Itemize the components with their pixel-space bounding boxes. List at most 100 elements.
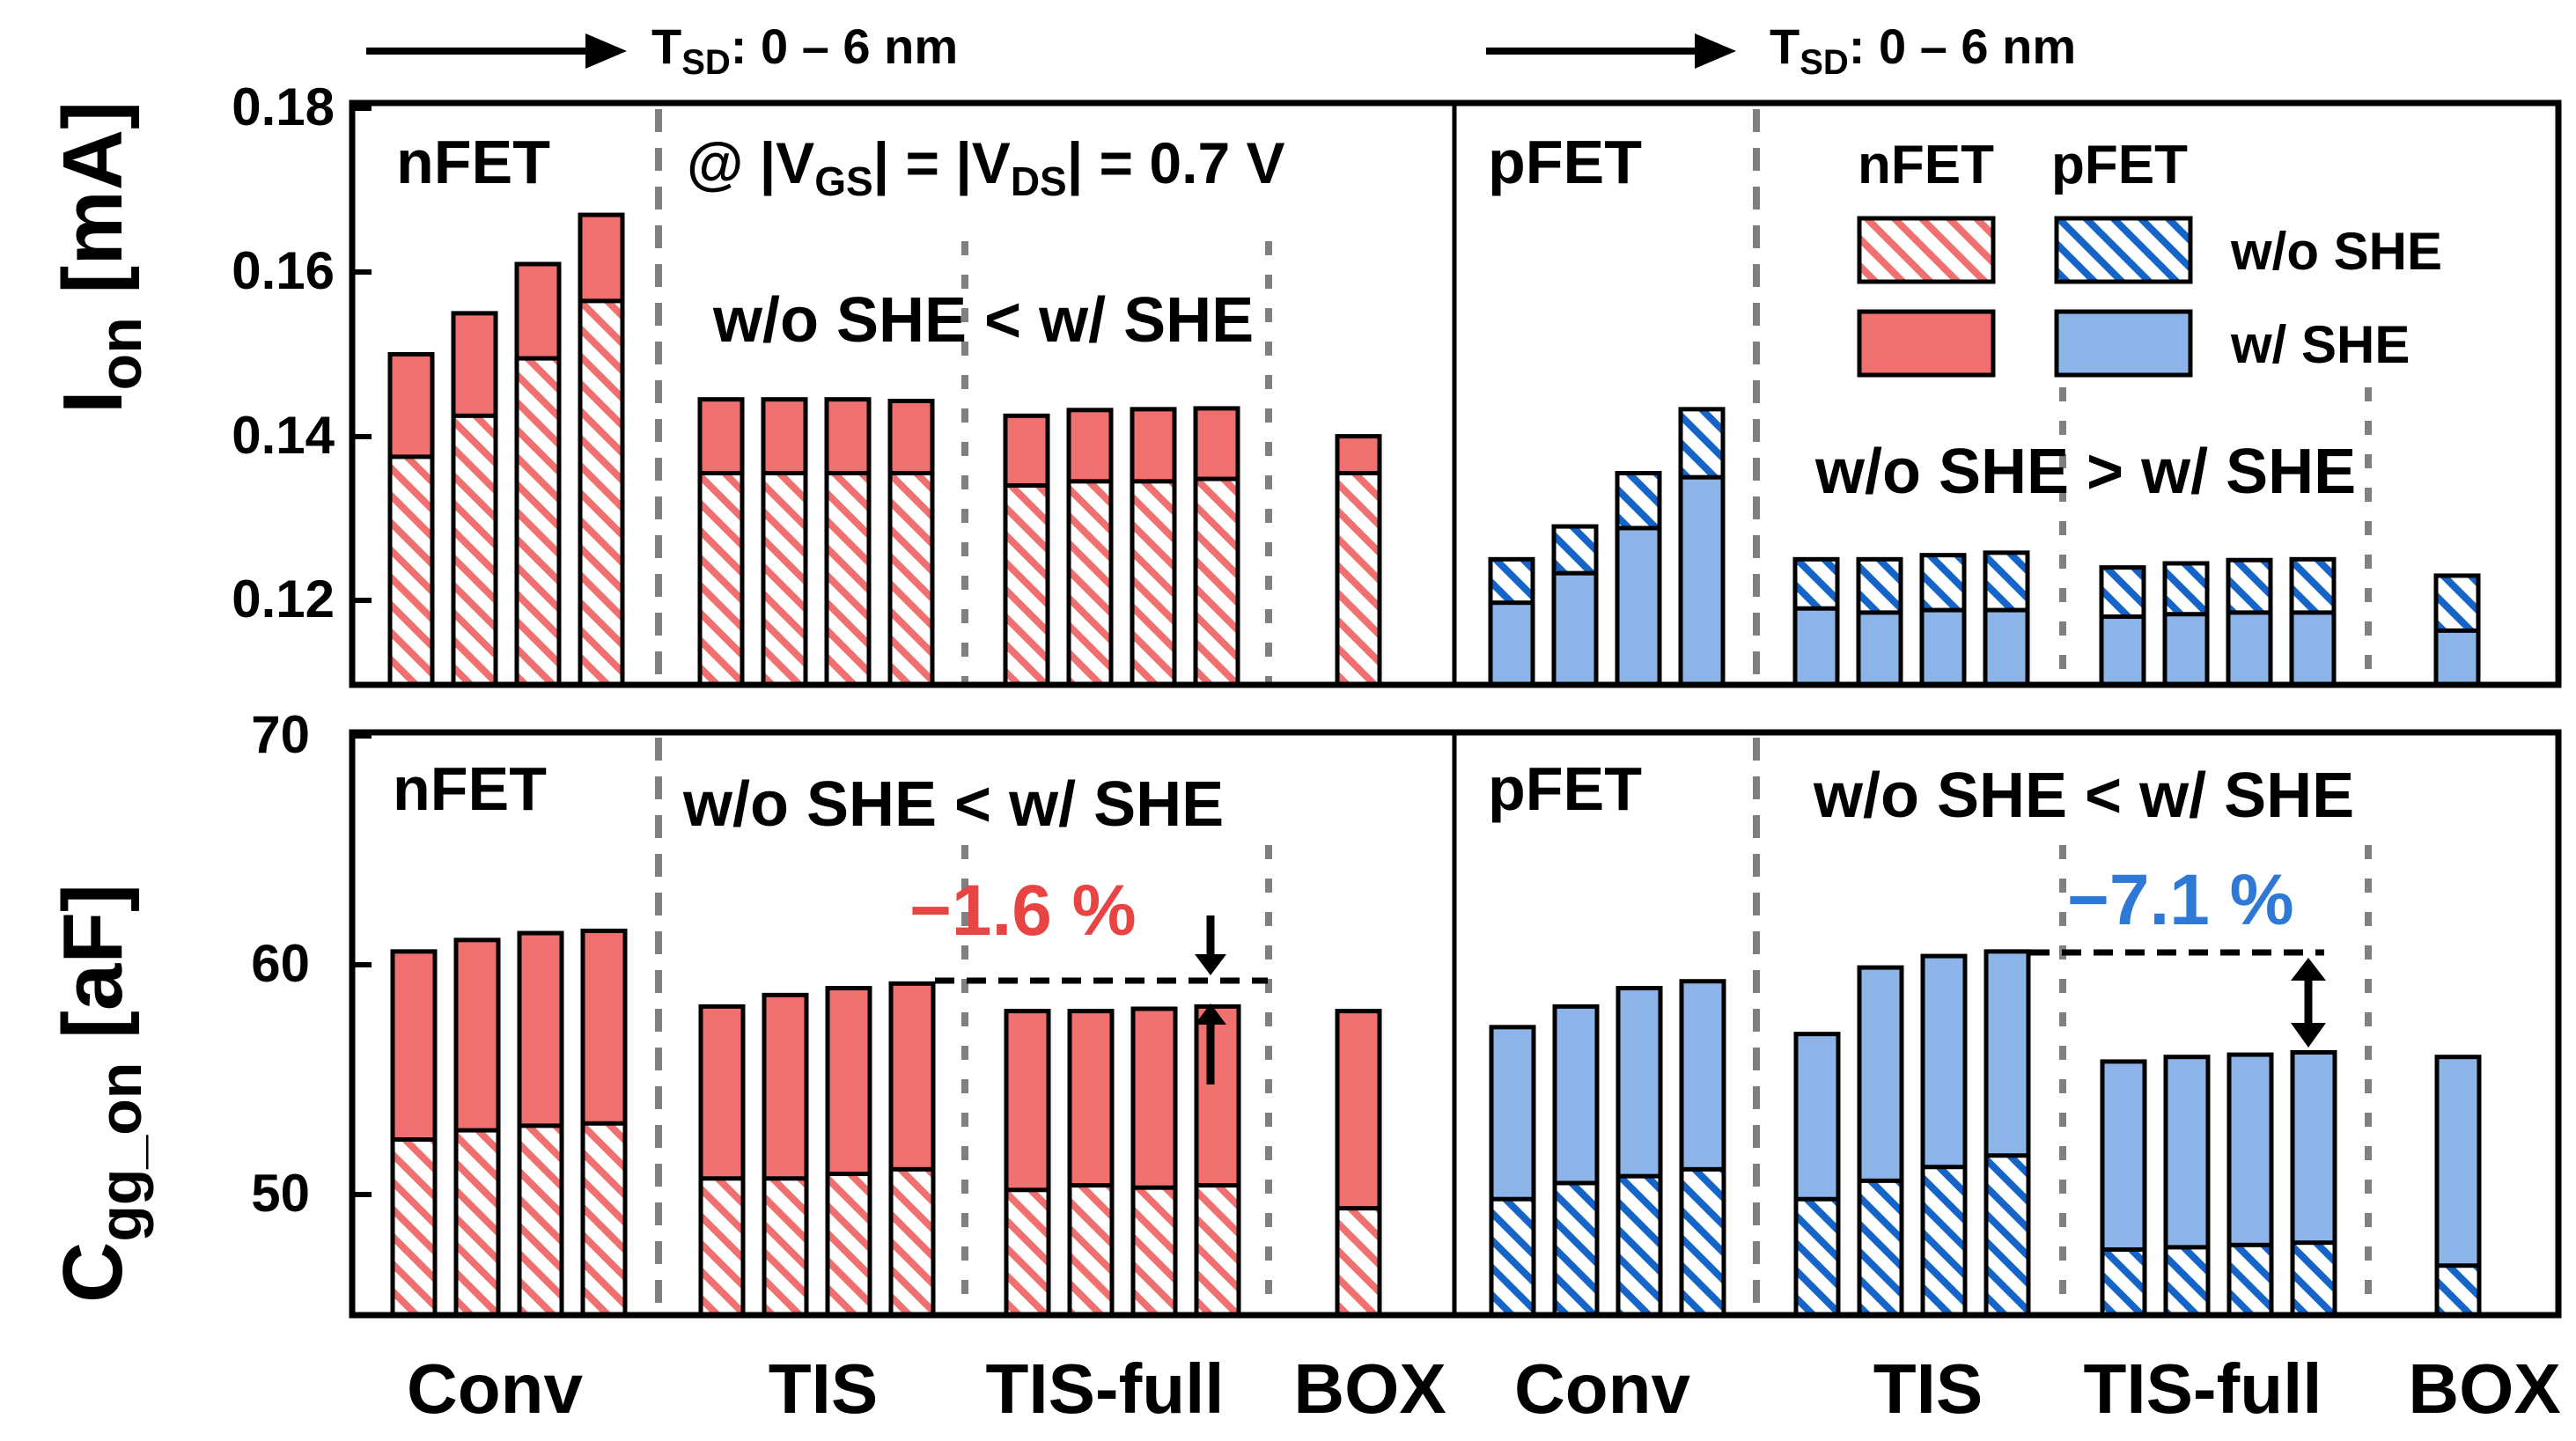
legend-nfet-header: nFET — [1858, 135, 1994, 195]
legend-pfet-header: pFET — [2051, 135, 2188, 195]
annotation-nfet-delta: −1.6 % — [909, 871, 1268, 1084]
legend-swatch-pfet-w — [2054, 309, 2193, 378]
xlabel-box-p: BOX — [2408, 1349, 2560, 1428]
cgg_pfet-bar-tis-full-4-inner — [2290, 1240, 2337, 1318]
tsd-label-right: TSD: 0 – 6 nm — [1770, 18, 2076, 82]
cgg_nfet-bar-conv-1-inner — [390, 1136, 438, 1318]
cmp-top-nfet: w/o SHE < w/ SHE — [712, 285, 1254, 356]
ion_pfet-bar-conv-1-inner — [1488, 600, 1535, 687]
cgg_nfet-bar-tis-full-1-inner — [1004, 1187, 1051, 1318]
legend-swatch-nfet-w — [1857, 309, 1996, 378]
ion_pfet-bar-tis-2-inner — [1856, 610, 1903, 687]
xlabel-tisfull-p: TIS-full — [2083, 1349, 2322, 1428]
ytick-label: 50 — [251, 1164, 310, 1223]
xlabel-box-n: BOX — [1293, 1349, 1446, 1428]
cmp-bottom-nfet: w/o SHE < w/ SHE — [682, 769, 1224, 840]
ion_nfet-bar-tis-3-inner — [824, 471, 872, 687]
ion_nfet-bar-tis-full-4-inner — [1193, 476, 1240, 687]
panel-title-pfet-bottom: pFET — [1488, 754, 1642, 823]
xlabel-conv-p: Conv — [1514, 1349, 1691, 1428]
cgg_nfet-bar-conv-4-inner — [580, 1121, 628, 1318]
legend-label-wo: w/o SHE — [2230, 222, 2442, 281]
ytick-label: 0.12 — [232, 570, 335, 629]
ion_nfet-bar-tis-full-3-inner — [1130, 479, 1177, 687]
ion_nfet-bar-conv-3-inner — [514, 356, 562, 687]
ion_pfet-bar-tis-full-3-inner — [2226, 610, 2273, 687]
ylabel-bottom: Cgg_on [aF] — [46, 884, 154, 1303]
ytick-label: 60 — [251, 934, 310, 993]
cgg_nfet-bar-tis-2-inner — [762, 1176, 809, 1318]
tsd-label-left: TSD: 0 – 6 nm — [651, 18, 958, 82]
ion_pfet-bar-conv-4-inner — [1678, 474, 1726, 687]
yticks-top: 0.18 0.16 0.14 0.12 — [232, 77, 335, 629]
tsd-sweep-right: TSD: 0 – 6 nm — [1486, 18, 2076, 82]
ytick-label: 70 — [251, 705, 310, 764]
xlabel-tis-p: TIS — [1873, 1349, 1983, 1428]
ion_pfet-bar-tis-1-inner — [1792, 606, 1840, 687]
cmp-top-pfet: w/o SHE > w/ SHE — [1814, 437, 2356, 507]
xlabel-conv-n: Conv — [407, 1349, 584, 1428]
ion_nfet-bar-tis-full-1-inner — [1003, 482, 1050, 687]
ion_pfet-bar-tis-full-1-inner — [2099, 614, 2146, 687]
cgg_nfet-bar-conv-3-inner — [517, 1123, 564, 1318]
ion_pfet-bar-conv-2-inner — [1551, 570, 1599, 687]
ion_nfet-bar-tis-full-2-inner — [1066, 479, 1114, 687]
panel-title-nfet-bottom: nFET — [393, 754, 547, 823]
cgg_pfet-bar-tis-1-inner — [1793, 1196, 1841, 1318]
cmp-bottom-pfet: w/o SHE < w/ SHE — [1813, 761, 2354, 831]
legend-label-w: w/ SHE — [2230, 315, 2410, 374]
cgg_nfet-bar-tis-full-2-inner — [1067, 1183, 1115, 1318]
panel-title-nfet-top: nFET — [396, 128, 550, 196]
ion_nfet-bar-conv-2-inner — [451, 413, 498, 687]
yticks-bottom: 70 60 50 — [251, 705, 310, 1223]
cgg_nfet-bar-tis-4-inner — [888, 1166, 936, 1318]
ion_nfet-bar-tis-2-inner — [761, 471, 808, 687]
ion_nfet-bar-box-1-inner — [1335, 471, 1382, 687]
legend-swatch-pfet-wo — [2054, 216, 2193, 284]
cgg_nfet-bar-conv-2-inner — [453, 1128, 501, 1318]
xlabel-tisfull-n: TIS-full — [985, 1349, 1224, 1428]
cgg_pfet-bar-tis-4-inner — [1984, 1153, 2031, 1318]
xlabel-tis-n: TIS — [769, 1349, 878, 1428]
cgg_pfet-bar-tis-2-inner — [1857, 1178, 1904, 1318]
ytick-label: 0.18 — [232, 77, 335, 136]
bias-condition: @ |VGS| = |VDS| = 0.7 V — [687, 130, 1285, 204]
ion_nfet-bar-tis-4-inner — [887, 471, 935, 687]
cgg_pfet-bar-conv-4-inner — [1679, 1166, 1726, 1318]
ion_nfet-bar-conv-1-inner — [387, 454, 435, 687]
ion_pfet-bar-tis-full-4-inner — [2289, 610, 2337, 687]
ion_pfet-bar-tis-full-2-inner — [2162, 612, 2210, 687]
annotation-nfet-delta-label: −1.6 % — [909, 871, 1137, 951]
xlabels: Conv TIS TIS-full BOX Conv TIS TIS-full … — [407, 1349, 2561, 1428]
cgg_pfet-bar-tis-full-1-inner — [2100, 1247, 2147, 1318]
cgg_pfet-bar-conv-1-inner — [1489, 1196, 1536, 1318]
cgg_pfet-bar-conv-3-inner — [1616, 1173, 1663, 1318]
panel-title-pfet-top: pFET — [1488, 128, 1642, 196]
ylabel-top: Ion [mA] — [46, 101, 154, 414]
ion_pfet-bar-tis-3-inner — [1919, 607, 1967, 687]
cgg_nfet-bar-tis-1-inner — [698, 1176, 746, 1318]
cgg_nfet-bar-tis-3-inner — [825, 1172, 872, 1318]
legend: nFET pFET w/o SHE w/ SHE — [1857, 135, 2442, 378]
ytick-marks — [352, 106, 372, 1197]
cgg_pfet-bar-tis-full-2-inner — [2163, 1245, 2211, 1318]
ytick-label: 0.14 — [232, 406, 335, 465]
cgg_nfet-bar-tis-full-3-inner — [1130, 1185, 1178, 1318]
group-dividers-short — [961, 241, 2372, 1315]
cgg_pfet-bar-box-1-inner — [2434, 1263, 2482, 1318]
cgg_pfet-bar-tis-full-3-inner — [2226, 1242, 2274, 1318]
ion_pfet-bar-box-1-inner — [2433, 628, 2481, 687]
ion_nfet-bar-tis-1-inner — [697, 471, 745, 687]
group-dividers — [655, 109, 1760, 1315]
ion_pfet-bar-conv-3-inner — [1615, 526, 1662, 687]
cgg_pfet-bar-conv-2-inner — [1552, 1180, 1600, 1318]
annotation-pfet-delta: −7.1 % — [2030, 860, 2326, 1048]
tsd-sweep-left: TSD: 0 – 6 nm — [366, 18, 958, 82]
ytick-label: 0.16 — [232, 241, 335, 300]
legend-swatch-nfet-wo — [1857, 216, 1996, 284]
ion_pfet-bar-tis-4-inner — [1983, 607, 2030, 687]
ion_nfet-bar-conv-4-inner — [578, 298, 625, 687]
cgg_nfet-bar-tis-full-4-inner — [1194, 1183, 1241, 1318]
cgg_pfet-bar-tis-3-inner — [1920, 1165, 1968, 1318]
